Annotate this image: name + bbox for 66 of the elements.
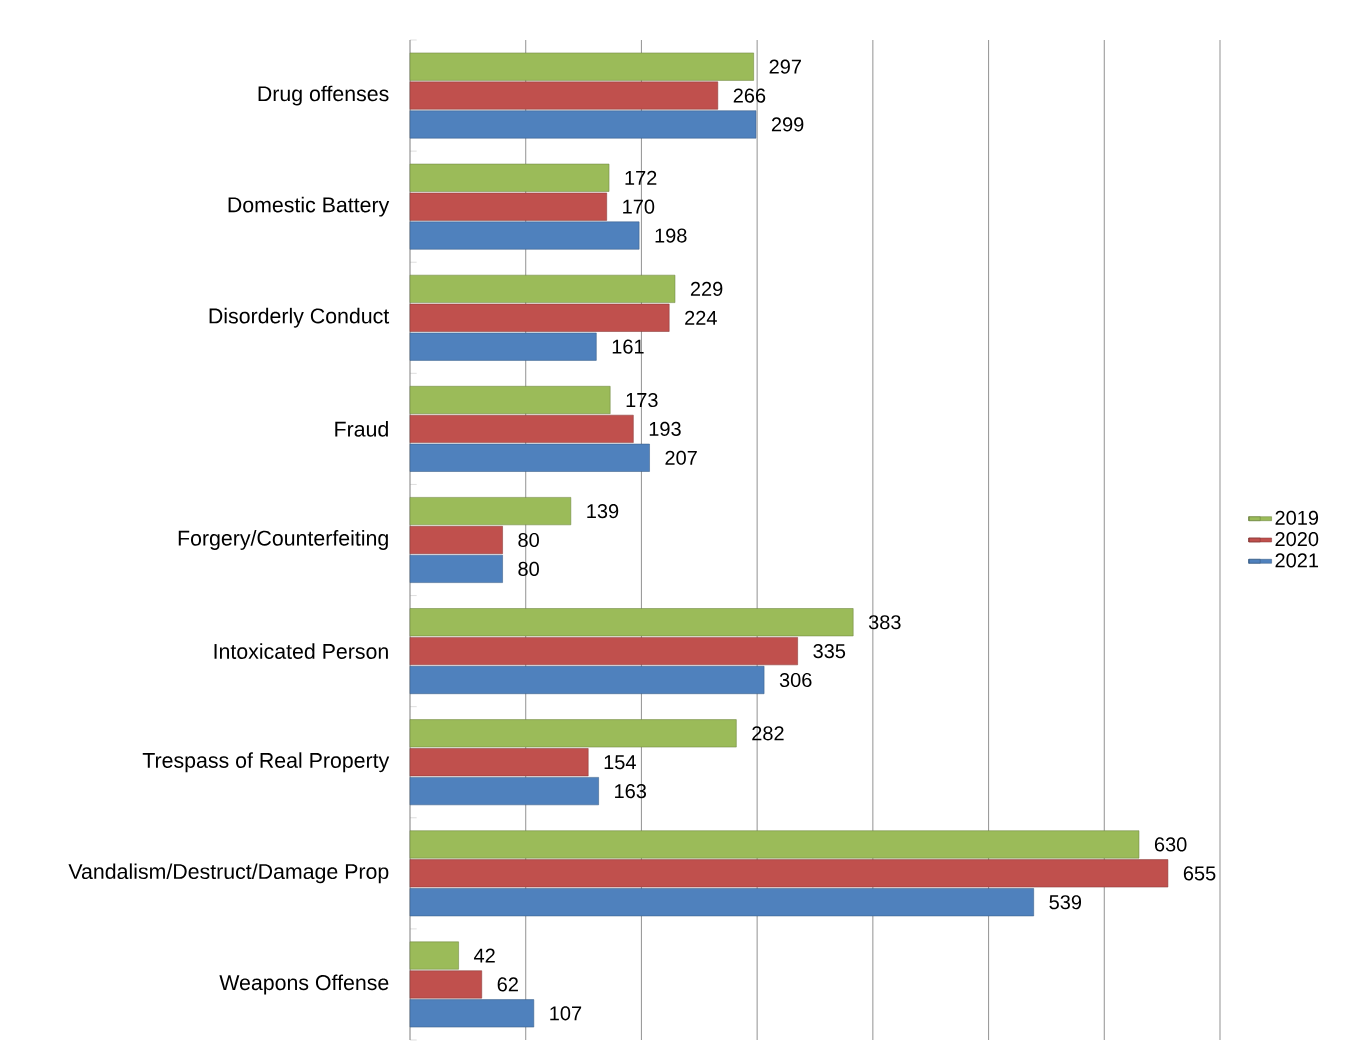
data-label: 163 <box>615 784 647 799</box>
bar <box>409 332 597 361</box>
y-tick-label: Trespass of Real Property <box>142 752 390 773</box>
data-label: 306 <box>779 672 812 688</box>
bar <box>409 303 670 332</box>
data-label: 383 <box>868 615 901 630</box>
bar <box>409 608 854 637</box>
bar <box>409 414 634 443</box>
data-label: 224 <box>685 310 717 325</box>
bar <box>409 719 737 748</box>
data-label: 80 <box>518 561 539 576</box>
bar <box>409 526 503 554</box>
bar <box>409 221 640 250</box>
bar <box>409 970 483 999</box>
y-tick-label: Domestic Battery <box>228 196 390 217</box>
data-label: 207 <box>665 450 697 465</box>
y-tick-label: Vandalism/Destruct/Damage Prop <box>68 863 389 884</box>
bar <box>409 274 676 303</box>
data-label: 80 <box>518 532 539 548</box>
y-tick-label: Fraud <box>335 421 388 437</box>
bar <box>409 666 765 694</box>
bar <box>409 748 589 777</box>
legend-label: 2020 <box>1275 532 1319 547</box>
data-label: 161 <box>612 339 644 354</box>
data-label: 335 <box>813 644 846 659</box>
bar <box>409 830 1140 859</box>
data-label: 172 <box>625 170 657 185</box>
y-tick-label: Forgery/Counterfeiting <box>178 530 388 550</box>
y-tick-label: Intoxicated Person <box>214 643 388 659</box>
bar <box>409 163 610 192</box>
data-label: 173 <box>626 392 658 408</box>
bar <box>409 497 572 526</box>
data-label: 193 <box>649 421 681 436</box>
data-label: 62 <box>497 977 518 992</box>
bar <box>409 777 599 806</box>
y-tick-label: Drug offenses <box>258 85 389 106</box>
bar <box>409 386 611 414</box>
data-label: 630 <box>1154 837 1187 852</box>
bar <box>409 443 650 472</box>
data-label: 282 <box>752 726 784 741</box>
bar <box>409 110 757 139</box>
data-label: 139 <box>587 504 619 519</box>
data-label: 42 <box>474 948 495 963</box>
bar <box>409 999 535 1028</box>
data-label: 229 <box>690 281 723 296</box>
bar <box>409 554 503 583</box>
bar <box>409 192 607 221</box>
data-label: 107 <box>550 1006 582 1021</box>
legend-label: 2021 <box>1275 553 1319 568</box>
bar <box>409 888 1034 917</box>
data-label: 299 <box>771 117 804 132</box>
data-label: 297 <box>769 59 801 74</box>
data-label: 655 <box>1183 866 1216 881</box>
bar <box>409 81 719 110</box>
bar <box>409 941 459 970</box>
y-tick-label: Weapons Offense <box>219 974 389 995</box>
data-label: 170 <box>623 199 655 214</box>
data-label: 198 <box>655 228 687 243</box>
y-tick-label: Disorderly Conduct <box>209 307 390 328</box>
data-label: 266 <box>733 88 766 103</box>
legend-label: 2019 <box>1275 510 1319 525</box>
data-label: 539 <box>1049 895 1082 910</box>
bar <box>409 52 754 81</box>
bar <box>409 859 1169 888</box>
bar <box>409 637 798 666</box>
data-label: 154 <box>604 755 636 770</box>
